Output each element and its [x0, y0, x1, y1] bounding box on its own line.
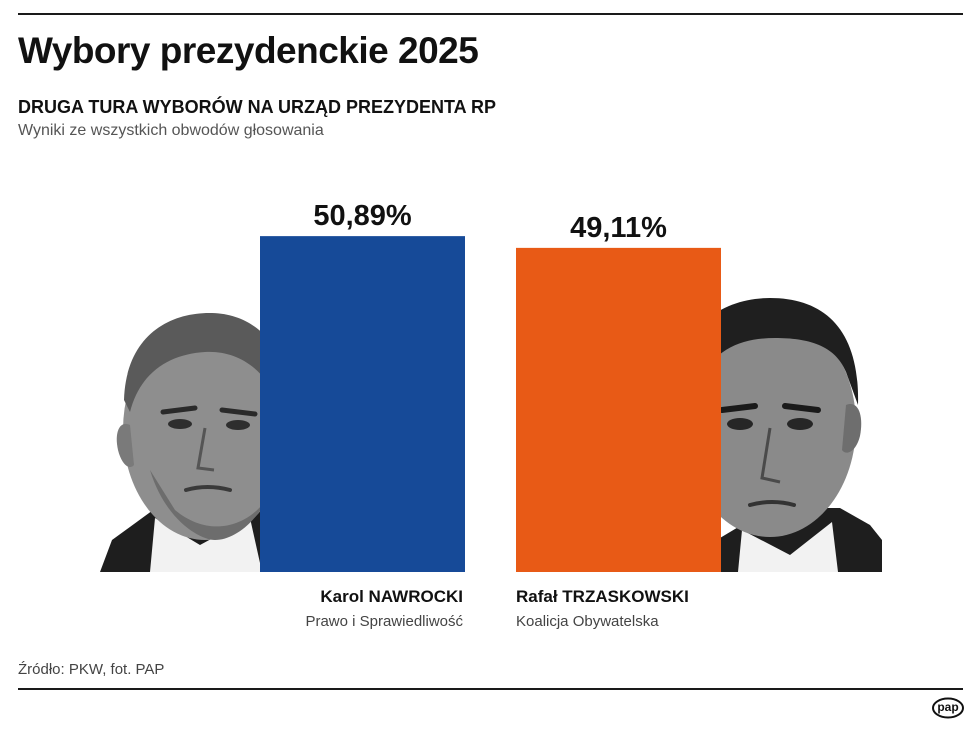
- bottom-rule: [18, 688, 963, 690]
- pap-logo: pap: [932, 697, 964, 719]
- value-label-trzaskowski: 49,11%: [570, 212, 667, 244]
- chart-caption: Wyniki ze wszystkich obwodów głosowania: [18, 122, 324, 139]
- candidate-name-nawrocki: Karol NAWROCKI: [320, 587, 463, 606]
- page-title: Wybory prezydenckie 2025: [18, 30, 479, 71]
- source-note: Źródło: PKW, fot. PAP: [18, 661, 165, 678]
- bar-trzaskowski: [516, 247, 721, 572]
- bar-chart: 50,89% 49,11% Karol NAWROCKI Prawo i Spr…: [100, 200, 882, 630]
- candidate-name-trzaskowski: Rafał TRZASKOWSKI: [516, 587, 689, 606]
- value-label-nawrocki: 50,89%: [313, 200, 412, 232]
- candidate-party-trzaskowski: Koalicja Obywatelska: [516, 613, 659, 630]
- candidate-party-nawrocki: Prawo i Sprawiedliwość: [305, 613, 463, 630]
- bar-nawrocki: [260, 236, 465, 572]
- top-rule: [18, 13, 963, 15]
- candidate-photo-nawrocki: [100, 312, 287, 572]
- chart-subtitle: DRUGA TURA WYBORÓW NA URZĄD PREZYDENTA R…: [18, 97, 496, 117]
- candidate-photo-trzaskowski: [674, 298, 882, 572]
